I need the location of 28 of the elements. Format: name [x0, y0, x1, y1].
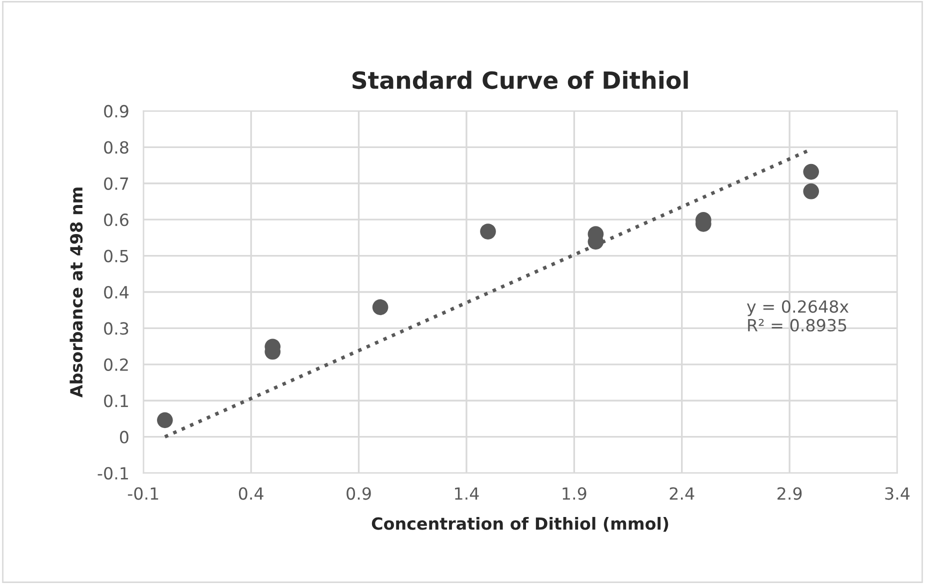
- y-tick-label: 0: [120, 430, 128, 444]
- point: [156, 412, 173, 428]
- y-tick-label: 0.2: [104, 358, 128, 371]
- x-tick-label: 0.4: [238, 487, 264, 500]
- y-tick-label: 0.7: [104, 177, 128, 190]
- point: [803, 164, 820, 180]
- x-tick-label: 1.4: [455, 487, 479, 500]
- y-tick-label: 0.3: [104, 322, 128, 335]
- x-tick-label: 2.4: [670, 487, 694, 500]
- annotation: y = 0.2648x R² = 0.8935: [746, 300, 849, 332]
- y-tick-label: -0.1: [98, 467, 128, 480]
- y-tick-label: 0.8: [104, 141, 128, 154]
- x-tick-label: 3.4: [885, 487, 910, 500]
- x-tick-label: 1.9: [562, 487, 586, 500]
- y-tick-label: 0.1: [104, 394, 128, 408]
- x-tick-label: 2.9: [778, 487, 802, 500]
- x-tick-label: -0.1: [128, 487, 158, 500]
- y-tick-label: 0.6: [104, 214, 128, 226]
- y-axis-title: Absorbance at 498 nm: [70, 188, 83, 398]
- point: [803, 183, 820, 200]
- point: [372, 299, 388, 316]
- y-tick-label: 0.5: [104, 250, 128, 262]
- y-tick-label: 0.9: [104, 104, 128, 118]
- chart-title: Standard Curve of Dithiol: [352, 70, 688, 90]
- x-tick-label: 0.9: [346, 487, 371, 500]
- x-axis-title: Concentration of Dithiol (mmol): [372, 516, 668, 532]
- point: [480, 224, 496, 240]
- y-tick-label: 0.4: [104, 286, 129, 299]
